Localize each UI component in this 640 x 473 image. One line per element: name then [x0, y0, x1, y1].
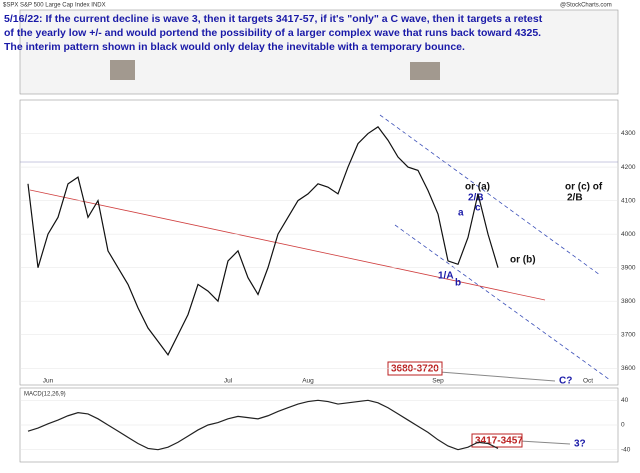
y-tick-label: 0: [621, 422, 625, 429]
wave-label: or (b): [510, 255, 536, 266]
note-line: of the yearly low +/- and would portend …: [4, 27, 541, 39]
price-panel: [19, 99, 619, 386]
y-tick-label: 3800: [621, 298, 636, 305]
wave-label: 1/A: [438, 271, 454, 282]
x-tick-label: Jul: [224, 378, 233, 385]
wave-label: C?: [559, 376, 572, 387]
channel-line: [379, 114, 601, 276]
x-tick-label: Sep: [432, 378, 444, 385]
x-tick-label: Aug: [302, 378, 314, 385]
target-box: [471, 433, 523, 448]
wave-label: c: [475, 203, 481, 214]
series-line: [27, 126, 499, 356]
y-tick-label: 3900: [621, 264, 636, 271]
y-tick-label: 40: [621, 397, 629, 404]
y-tick-label: 4100: [621, 197, 636, 204]
wave-label: 2/B: [468, 193, 484, 204]
wave-label: b: [455, 278, 461, 289]
y-tick-label: 4200: [621, 164, 636, 171]
channel-line: [394, 224, 611, 381]
panel-title: MACD(12,26,9): [24, 392, 66, 398]
series-line: [27, 399, 499, 451]
y-tick-label: 3600: [621, 365, 636, 372]
wave-label: or (a): [465, 182, 490, 193]
rsi-shade: [110, 60, 135, 80]
y-tick-label: 4000: [621, 231, 636, 238]
symbol: $SPX S&P 500 Large Cap Index INDX: [3, 3, 106, 9]
y-tick-label: 4300: [621, 130, 636, 137]
pointer: [519, 440, 571, 445]
wave-label: a: [458, 208, 464, 219]
y-tick-label: 3700: [621, 331, 636, 338]
y-tick-label: -40: [621, 446, 631, 453]
wave-label: or (c) of: [565, 182, 603, 193]
note-line: The interim pattern shown in black would…: [4, 41, 465, 53]
x-tick-label: Oct: [583, 378, 593, 385]
source: @StockCharts.com: [560, 3, 612, 9]
note-line: 5/16/22: If the current decline is wave …: [4, 13, 543, 25]
target-box: [387, 361, 443, 376]
rsi-shade: [410, 62, 440, 80]
target-label: 3417-3457: [475, 436, 523, 447]
x-tick-label: Jun: [43, 378, 54, 385]
wave-label: 3?: [574, 439, 586, 450]
pointer: [439, 371, 556, 382]
trend-line: [29, 189, 546, 301]
wave-label: 2/B: [567, 193, 583, 204]
target-label: 3680-3720: [391, 364, 439, 375]
